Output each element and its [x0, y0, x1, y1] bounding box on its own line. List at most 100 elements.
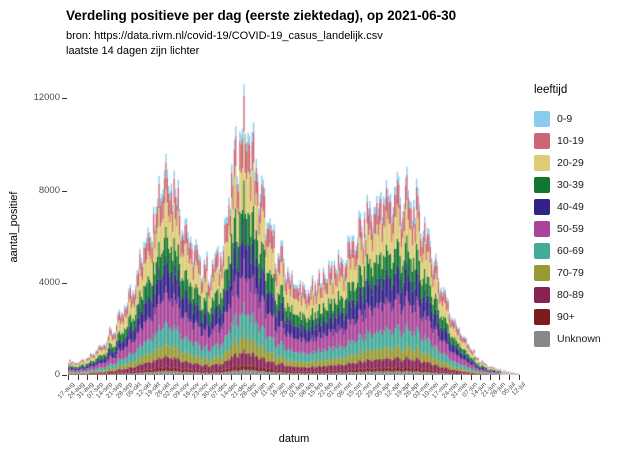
x-tick-mark: [96, 375, 98, 380]
x-tick-mark: [422, 375, 424, 380]
legend-item: 20-29: [534, 152, 624, 174]
legend-label: 30-39: [557, 179, 584, 191]
legend-swatch: [534, 155, 550, 171]
stacked-bar-canvas: [68, 80, 520, 375]
plot-area: [68, 80, 520, 375]
x-tick-mark: [68, 375, 69, 380]
chart-subtitle-source: bron: https://data.rivm.nl/covid-19/COVI…: [66, 30, 383, 42]
y-tick-mark: [62, 375, 67, 376]
x-tick-mark: [154, 375, 156, 380]
x-tick-mark: [173, 375, 175, 380]
chart-title: Verdeling positieve per dag (eerste ziek…: [66, 8, 457, 23]
legend-item: 0-9: [534, 108, 624, 130]
legend: leeftijd 0-9 10-19 20-29 30-39 40-49 50-59 60-…: [534, 84, 624, 350]
x-tick-mark: [441, 375, 443, 380]
legend-label: 0-9: [557, 113, 573, 125]
legend-label: 40-49: [557, 201, 584, 213]
legend-label: 20-29: [557, 157, 584, 169]
x-tick-mark: [240, 375, 242, 380]
legend-label: 80-89: [557, 289, 584, 301]
y-tick-mark: [62, 98, 67, 100]
x-tick-mark: [192, 375, 194, 380]
legend-swatch: [534, 265, 550, 281]
x-tick-mark: [365, 375, 367, 380]
y-axis-title: aantal_positief: [8, 191, 20, 263]
legend-item: 70-79: [534, 262, 624, 284]
legend-label: 10-19: [557, 135, 584, 147]
x-tick-mark: [403, 375, 405, 380]
x-tick-mark: [259, 375, 261, 380]
legend-swatch: [534, 133, 550, 149]
x-tick-mark: [518, 375, 520, 380]
legend-title: leeftijd: [534, 84, 568, 96]
x-tick-mark: [499, 375, 501, 380]
x-tick-mark: [115, 375, 117, 380]
y-tick-label: 8000: [38, 184, 60, 196]
x-tick-mark: [317, 375, 319, 380]
x-tick-mark: [135, 375, 137, 380]
legend-item: 10-19: [534, 130, 624, 152]
x-tick-mark: [202, 375, 204, 380]
x-tick-mark: [125, 375, 127, 380]
x-tick-mark: [298, 375, 300, 380]
x-axis-title: datum: [278, 433, 310, 445]
x-tick-mark: [269, 375, 271, 380]
legend-item: 90+: [534, 306, 624, 328]
y-tick-mark: [62, 282, 67, 284]
legend-item: 30-39: [534, 174, 624, 196]
x-tick-mark: [489, 375, 491, 380]
x-tick-mark: [77, 375, 79, 380]
legend-label: 90+: [557, 311, 575, 323]
y-tick-label: 0: [54, 369, 60, 380]
x-tick-mark: [374, 375, 376, 380]
x-tick-mark: [87, 375, 89, 380]
legend-item: 60-69: [534, 240, 624, 262]
x-tick-mark: [432, 375, 434, 380]
x-tick-mark: [163, 375, 165, 380]
legend-swatch: [534, 111, 550, 127]
legend-items: 0-9 10-19 20-29 30-39 40-49 50-59 60-69 70-79 80…: [534, 108, 624, 350]
x-tick-mark: [461, 375, 463, 380]
legend-label: 70-79: [557, 267, 584, 279]
legend-swatch: [534, 287, 550, 303]
x-tick-mark: [250, 375, 252, 380]
x-tick-mark: [470, 375, 472, 380]
legend-swatch: [534, 243, 550, 259]
x-tick-mark: [480, 375, 482, 380]
legend-label: 50-59: [557, 223, 584, 235]
legend-label: 60-69: [557, 245, 584, 257]
x-tick-mark: [326, 375, 328, 380]
legend-swatch: [534, 331, 550, 347]
x-tick-mark: [393, 375, 395, 380]
legend-label: Unknown: [557, 333, 601, 345]
chart-subtitle-note: laatste 14 dagen zijn lichter: [66, 45, 200, 57]
x-tick-mark: [307, 375, 309, 380]
y-tick-mark: [62, 190, 67, 192]
x-tick-mark: [451, 375, 453, 380]
x-tick-mark: [413, 375, 415, 380]
legend-swatch: [534, 309, 550, 325]
legend-swatch: [534, 221, 550, 237]
x-tick-mark: [355, 375, 357, 380]
legend-item: 50-59: [534, 218, 624, 240]
legend-swatch: [534, 177, 550, 193]
x-tick-mark: [336, 375, 338, 380]
legend-item: Unknown: [534, 328, 624, 350]
x-tick-mark: [230, 375, 232, 380]
x-tick-mark: [288, 375, 290, 380]
x-tick-mark: [183, 375, 185, 380]
y-tick-label: 4000: [38, 276, 60, 288]
x-tick-mark: [509, 375, 511, 380]
legend-item: 40-49: [534, 196, 624, 218]
x-tick-mark: [211, 375, 213, 380]
x-tick-mark: [384, 375, 386, 380]
x-tick-mark: [144, 375, 146, 380]
legend-swatch: [534, 199, 550, 215]
legend-item: 80-89: [534, 284, 624, 306]
x-tick-mark: [278, 375, 280, 380]
x-tick-mark: [106, 375, 108, 380]
x-tick-mark: [346, 375, 348, 380]
x-tick-mark: [221, 375, 223, 380]
y-tick-label: 12000: [33, 92, 60, 104]
